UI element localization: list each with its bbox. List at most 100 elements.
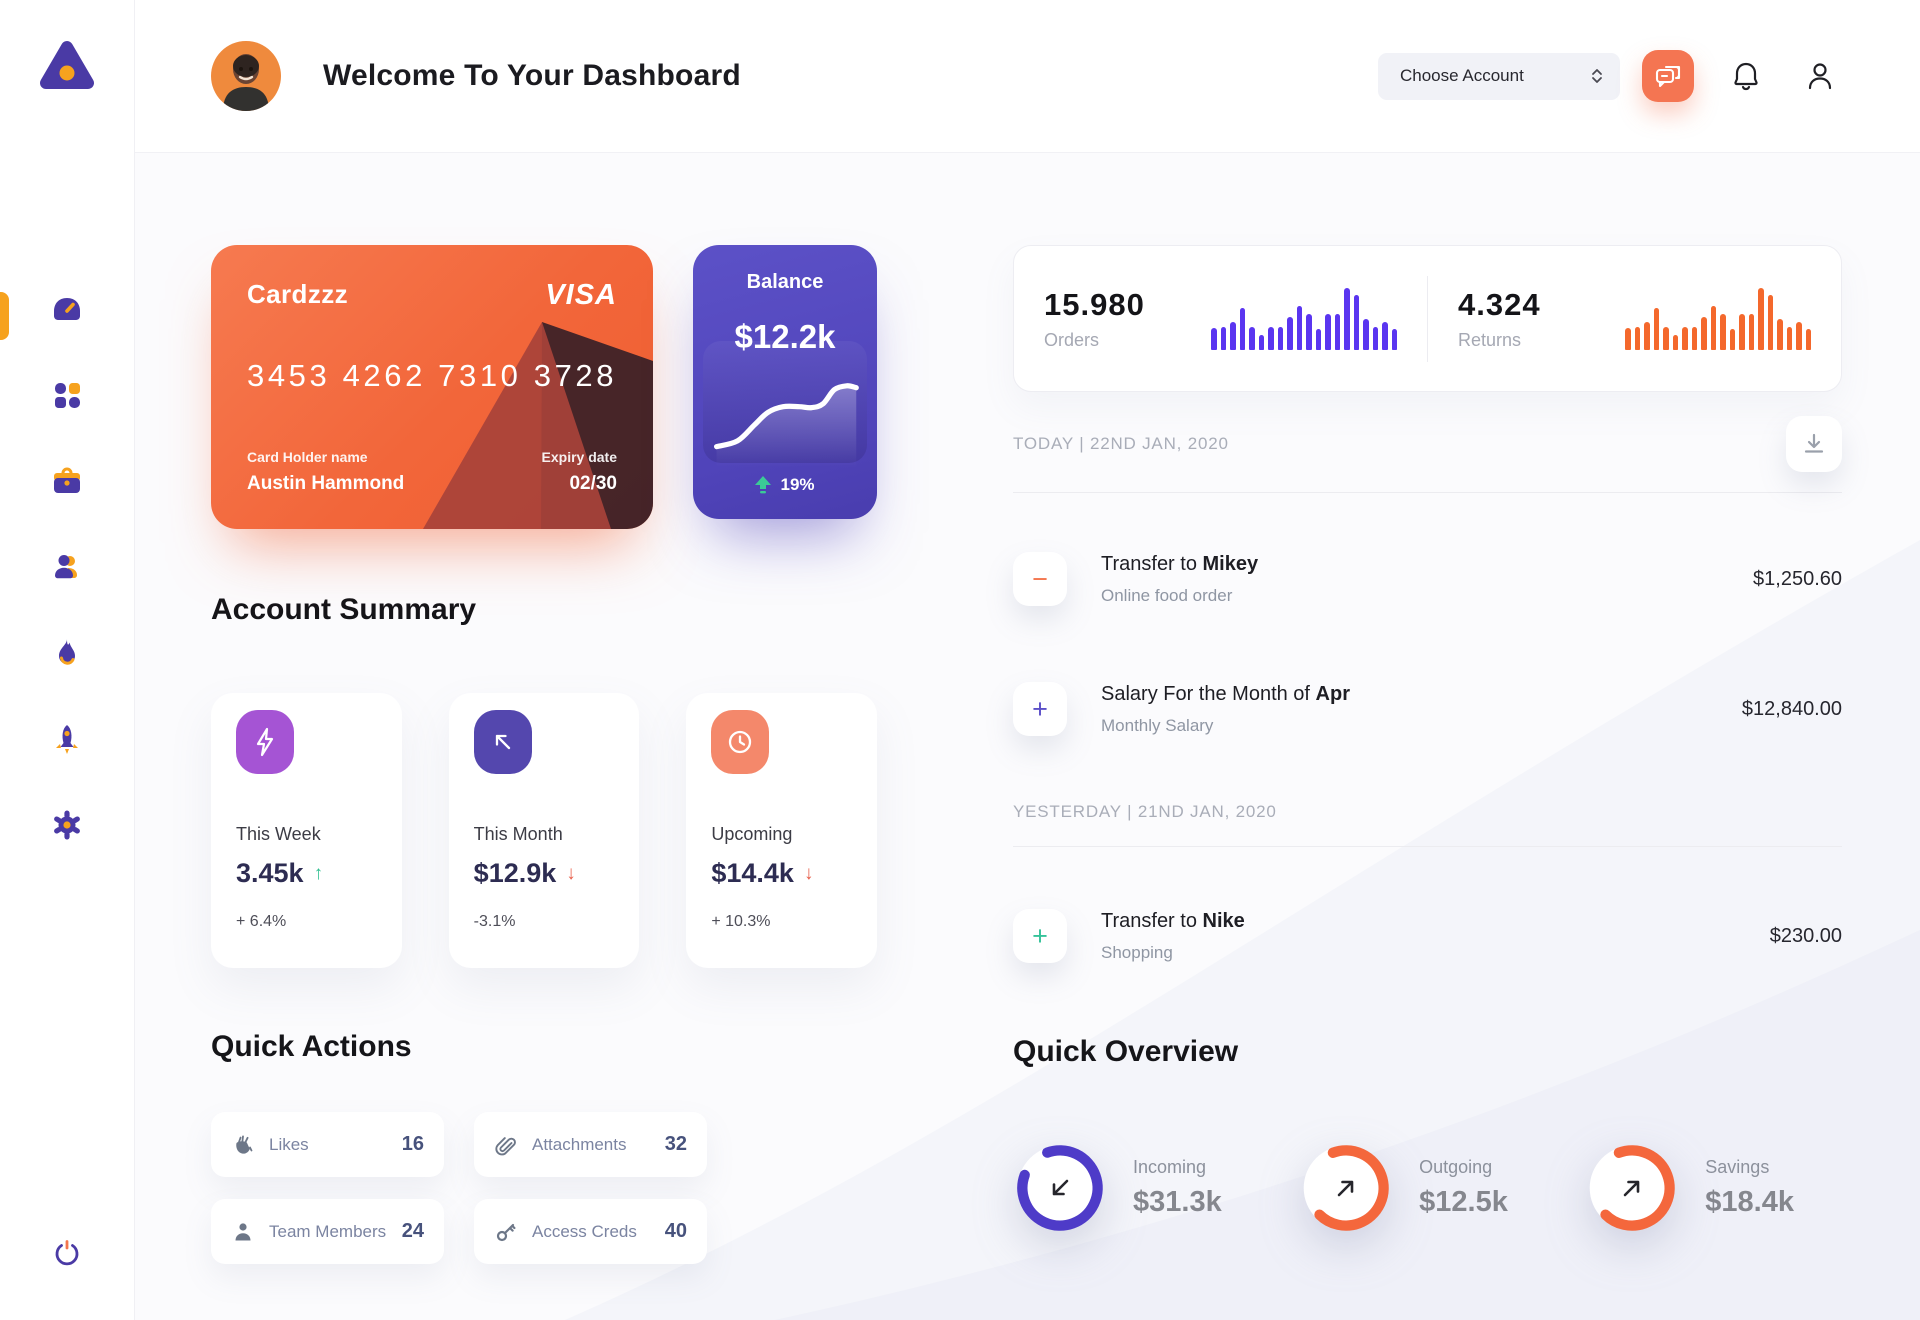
lightning-icon [236,710,294,774]
orders-value: 15.980 [1044,286,1145,322]
incoming-ring-chart [1013,1141,1107,1235]
main-area: Welcome To Your Dashboard Choose Account [135,0,1920,1320]
summary-delta: -3.1% [473,913,516,930]
overview-savings: Savings $18.4k [1585,1141,1794,1235]
transaction-subtitle: Online food order [1101,585,1233,605]
chat-icon [1655,65,1681,88]
download-icon [1804,433,1824,453]
transaction-row-salary[interactable]: + Salary For the Month of Apr Monthly Sa… [1013,682,1842,736]
sidebar-item-apps[interactable] [47,375,87,415]
summary-value: $14.4k ↓ [711,858,814,888]
down-arrow-icon: ↓ [803,862,814,884]
cards-row: Cardzzz VISA 3453 4262 7310 3728 Card Ho… [211,245,877,529]
apps-grid-icon [55,383,80,408]
sidebar-item-work[interactable] [47,461,87,501]
overview-value: $12.5k [1419,1186,1508,1218]
quick-overview-title: Quick Overview [1013,1035,1239,1068]
account-summary-title: Account Summary [211,593,477,626]
notifications-button[interactable] [1724,54,1768,98]
card-triangle-decoration [423,322,653,529]
logout-button[interactable] [45,1232,89,1276]
balance-line-chart [713,383,859,468]
summary-card-this-month: This Month $12.9k ↓ -3.1% [448,693,640,968]
card-holder-name: Austin Hammond [247,473,405,494]
download-button[interactable] [1786,416,1842,472]
page-title: Welcome To Your Dashboard [323,59,741,92]
sidebar-item-launch[interactable] [47,719,87,759]
balance-card: Balance $12.2k [693,245,877,519]
outgoing-ring-chart [1299,1141,1393,1235]
transaction-row-mikey[interactable]: − Transfer to Mikey Online food order $1… [1013,552,1842,606]
active-nav-indicator [0,292,9,340]
overview-incoming: Incoming $31.3k [1013,1141,1222,1235]
header-actions: Choose Account [1378,50,1842,102]
up-right-arrow-icon [1299,1141,1393,1235]
credit-card: Cardzzz VISA 3453 4262 7310 3728 Card Ho… [211,245,653,529]
orders-returns-card: 15.980 Orders 4.324 Returns [1013,245,1842,392]
rocket-icon [56,725,78,754]
overview-label: Savings [1705,1157,1770,1177]
account-select-label: Choose Account [1400,66,1524,85]
transaction-amount: $1,250.60 [1753,567,1842,590]
clap-icon [236,1135,253,1154]
quick-action-access-creds[interactable]: Access Creds 40 [474,1199,707,1264]
quick-action-team-members[interactable]: Team Members 24 [211,1199,444,1264]
sidebar-item-settings[interactable] [47,805,87,845]
sidebar-item-trending[interactable] [47,633,87,673]
left-column: Cardzzz VISA 3453 4262 7310 3728 Card Ho… [211,245,878,1264]
stats-divider [1427,275,1428,362]
card-holder-label: Card Holder name [247,449,368,465]
briefcase-icon [54,467,80,493]
avatar-photo [211,41,281,111]
card-expiry: 02/30 [569,473,617,494]
messages-button[interactable] [1642,50,1694,102]
summary-card-this-week: This Week 3.45k ↑ + 6.4% [211,693,402,968]
overview-label: Outgoing [1419,1157,1493,1177]
sidebar-item-people[interactable] [47,547,87,587]
right-column: 15.980 Orders 4.324 Returns TODAY | 22ND… [1013,245,1842,1264]
balance-label: Balance [746,271,824,293]
summary-value: 3.45k ↑ [236,858,324,888]
overview-value: $18.4k [1705,1186,1794,1218]
divider [1013,846,1842,847]
balance-change: 19% [755,475,815,495]
balance-value: $12.2k [734,318,836,355]
quick-action-label: Access Creds [532,1221,637,1241]
orders-stat: 15.980 Orders [1014,246,1427,391]
sidebar [0,0,135,1320]
card-name: Cardzzz [247,279,349,309]
summary-delta: + 6.4% [236,913,287,930]
quick-action-attachments[interactable]: Attachments 32 [474,1112,707,1177]
quick-action-count: 16 [401,1133,424,1155]
account-select[interactable]: Choose Account [1378,52,1620,100]
yesterday-group-header: YESTERDAY | 21ND JAN, 2020 [1013,802,1842,822]
transaction-amount: $230.00 [1769,924,1842,947]
overview-label: Incoming [1133,1157,1207,1177]
down-left-arrow-icon [1013,1141,1107,1235]
sidebar-item-dashboard[interactable] [47,289,87,329]
user-avatar[interactable] [211,41,281,111]
top-header: Welcome To Your Dashboard Choose Account [135,0,1920,153]
savings-ring-chart [1585,1141,1679,1235]
quick-action-likes[interactable]: Likes 16 [211,1112,444,1177]
quick-action-label: Likes [269,1134,309,1154]
transaction-title: Salary For the Month of Apr [1101,682,1350,705]
returns-bar-chart [1625,287,1811,350]
transaction-subtitle: Monthly Salary [1101,715,1214,735]
card-expiry-label: Expiry date [541,449,617,465]
dashboard-content: Cardzzz VISA 3453 4262 7310 3728 Card Ho… [135,153,1920,1264]
clock-icon [711,710,770,774]
profile-button[interactable] [1798,54,1842,98]
quick-action-count: 24 [401,1220,424,1242]
sidebar-footer [0,1232,134,1276]
down-arrow-icon: ↓ [566,862,576,884]
up-arrow-icon [755,476,772,494]
quick-action-count: 40 [664,1220,687,1242]
overview-value: $31.3k [1133,1186,1222,1218]
overview-outgoing: Outgoing $12.5k [1299,1141,1508,1235]
quick-overview-row: Incoming $31.3k [1013,1141,1842,1235]
app-logo[interactable] [34,33,100,99]
transaction-row-nike[interactable]: + Transfer to Nike Shopping $230.00 [1013,909,1842,963]
power-icon [55,1240,79,1266]
returns-label: Returns [1458,329,1522,350]
